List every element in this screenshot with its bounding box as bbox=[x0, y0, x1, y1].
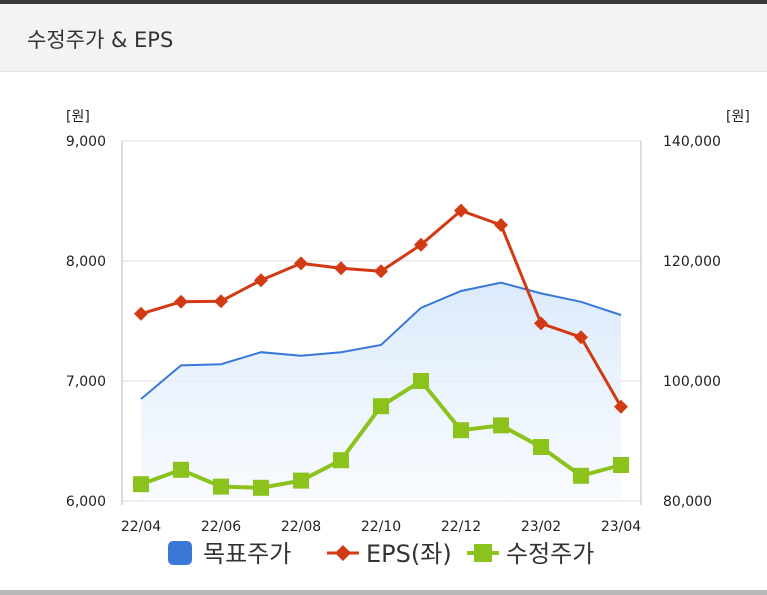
bottom-border bbox=[0, 590, 767, 595]
right-axis-tick-label: 100,000 bbox=[663, 374, 721, 390]
x-axis-tick-label: 23/02 bbox=[521, 519, 561, 535]
adjusted-price-point bbox=[493, 417, 509, 434]
left-axis-tick-label: 7,000 bbox=[66, 374, 106, 390]
top-border bbox=[0, 0, 767, 4]
eps-point bbox=[214, 294, 228, 309]
left-axis-tick-label: 6,000 bbox=[66, 494, 106, 510]
eps-point bbox=[134, 306, 148, 321]
eps-point bbox=[414, 237, 428, 252]
x-axis-tick-label: 22/04 bbox=[121, 519, 161, 535]
legend-price-marker bbox=[474, 544, 492, 562]
x-axis-tick-label: 22/10 bbox=[361, 519, 401, 535]
adjusted-price-point bbox=[453, 422, 469, 439]
x-axis-tick-label: 22/06 bbox=[201, 519, 241, 535]
x-axis-tick-label: 22/08 bbox=[281, 519, 321, 535]
adjusted-price-point bbox=[253, 479, 269, 496]
right-axis-tick-label: 80,000 bbox=[663, 494, 712, 510]
legend-eps-label: EPS(좌) bbox=[366, 540, 452, 568]
eps-point bbox=[534, 316, 548, 331]
right-axis-unit: [원] bbox=[726, 109, 750, 125]
x-axis-tick-label: 23/04 bbox=[601, 519, 641, 535]
eps-point bbox=[454, 203, 468, 218]
adjusted-price-point bbox=[373, 398, 389, 415]
adjusted-price-point bbox=[173, 461, 189, 478]
eps-point bbox=[294, 256, 308, 271]
adjusted-price-point bbox=[573, 467, 589, 484]
eps-point bbox=[334, 261, 348, 276]
target-price-line bbox=[140, 281, 622, 400]
legend-eps-marker bbox=[335, 545, 351, 561]
left-axis-tick-label: 9,000 bbox=[66, 134, 106, 150]
chart-header: 수정주가 & EPS bbox=[0, 4, 767, 72]
eps-point bbox=[494, 218, 508, 232]
right-axis-tick-label: 120,000 bbox=[663, 254, 721, 270]
adjusted-price-point bbox=[613, 457, 629, 473]
adjusted-price-point bbox=[413, 373, 429, 389]
left-axis-unit: [원] bbox=[66, 109, 90, 125]
adjusted-price-point bbox=[293, 472, 309, 489]
adjusted-price-point bbox=[333, 452, 349, 469]
eps-point bbox=[574, 330, 588, 345]
adjusted-price-point bbox=[133, 476, 149, 493]
eps-point bbox=[614, 399, 628, 414]
legend-target-label: 목표주가 bbox=[203, 540, 291, 568]
legend-target-swatch bbox=[168, 541, 192, 565]
left-axis-tick-label: 8,000 bbox=[66, 254, 106, 270]
eps-point bbox=[254, 273, 268, 288]
page-title: 수정주가 & EPS bbox=[27, 28, 174, 52]
x-axis-tick-label: 22/12 bbox=[441, 519, 481, 535]
eps-point bbox=[174, 294, 188, 309]
target-price-area bbox=[141, 282, 621, 501]
eps-point bbox=[374, 264, 388, 279]
adjusted-price-point bbox=[213, 478, 229, 495]
adjusted-price-point bbox=[533, 439, 549, 455]
right-axis-tick-label: 140,000 bbox=[663, 134, 721, 150]
legend-price-label: 수정주가 bbox=[506, 540, 594, 568]
